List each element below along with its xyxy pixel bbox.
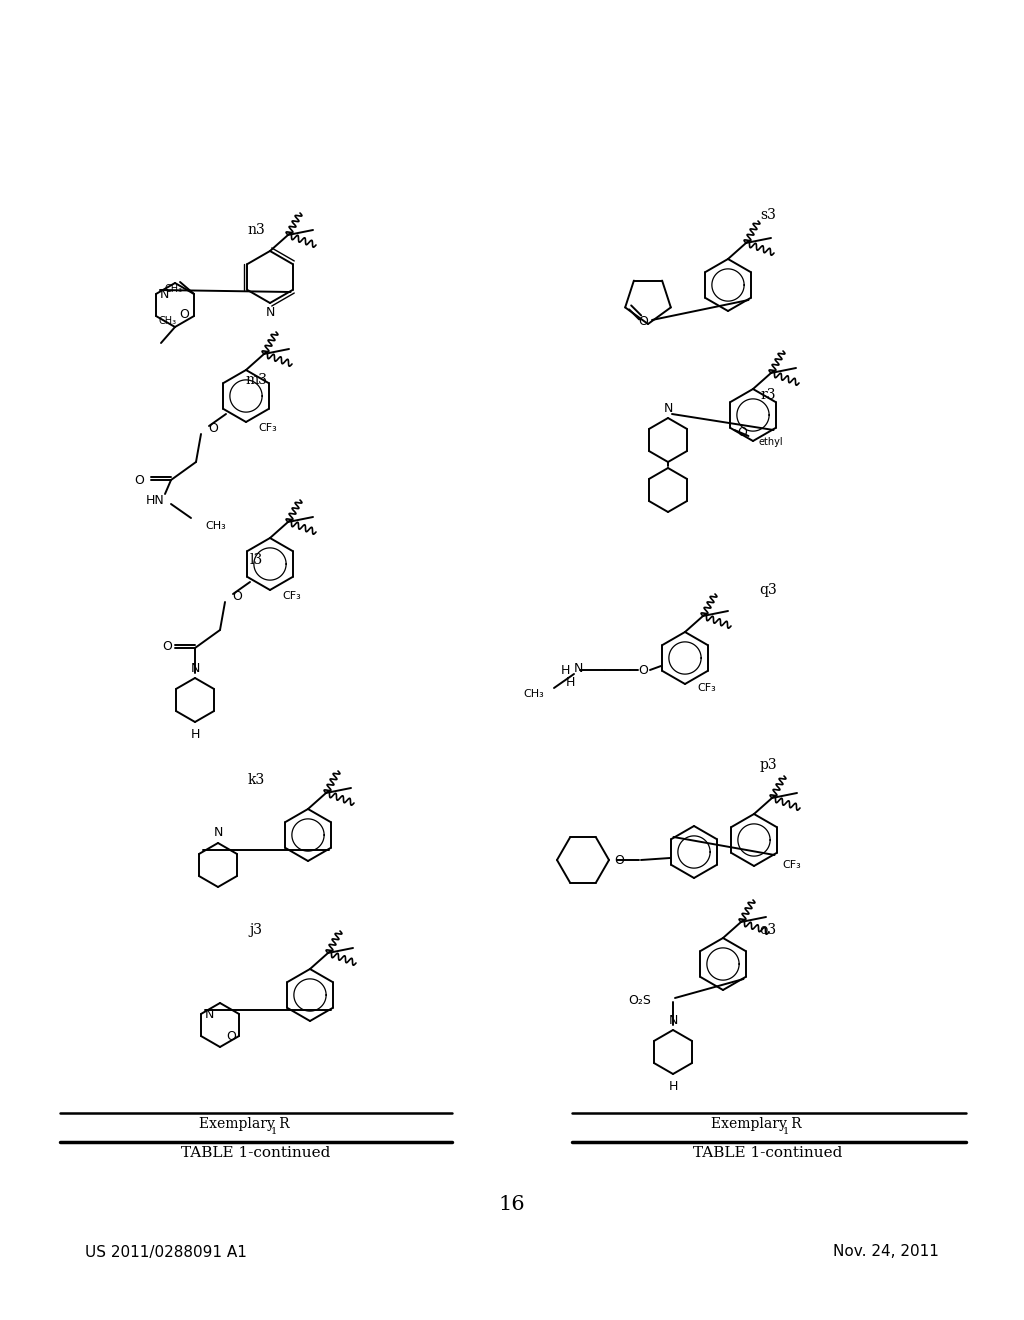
Text: TABLE 1-continued: TABLE 1-continued: [181, 1146, 331, 1160]
Text: O: O: [638, 315, 648, 327]
Text: CF₃: CF₃: [259, 422, 278, 433]
Text: N: N: [664, 401, 673, 414]
Text: HN: HN: [145, 494, 165, 507]
Text: p3: p3: [759, 758, 777, 772]
Text: N: N: [190, 661, 200, 675]
Text: ethyl: ethyl: [758, 437, 782, 447]
Text: CF₃: CF₃: [283, 591, 301, 601]
Text: H: H: [669, 1081, 678, 1093]
Text: N: N: [204, 1007, 214, 1020]
Text: r3: r3: [760, 388, 776, 403]
Text: CF₃: CF₃: [782, 861, 801, 870]
Text: CH₃: CH₃: [205, 521, 225, 531]
Text: 1: 1: [783, 1127, 790, 1137]
Text: o3: o3: [760, 923, 776, 937]
Text: O: O: [208, 422, 218, 436]
Text: O: O: [232, 590, 242, 603]
Text: O: O: [162, 640, 172, 653]
Text: N: N: [573, 661, 583, 675]
Text: Exemplary R: Exemplary R: [711, 1117, 802, 1131]
Text: l3: l3: [250, 553, 262, 568]
Text: O: O: [614, 854, 624, 866]
Text: US 2011/0288091 A1: US 2011/0288091 A1: [85, 1245, 247, 1259]
Text: N: N: [265, 306, 274, 319]
Text: N: N: [213, 826, 222, 840]
Text: k3: k3: [248, 774, 264, 787]
Text: O: O: [737, 426, 748, 440]
Text: 1: 1: [271, 1127, 278, 1137]
Text: CH₃: CH₃: [159, 315, 177, 326]
Text: O₂S: O₂S: [628, 994, 651, 1006]
Text: s3: s3: [760, 209, 776, 222]
Text: N: N: [669, 1014, 678, 1027]
Text: N: N: [160, 288, 169, 301]
Text: O: O: [179, 308, 189, 321]
Text: O: O: [638, 664, 648, 676]
Text: CH₃: CH₃: [523, 689, 544, 700]
Text: Nov. 24, 2011: Nov. 24, 2011: [834, 1245, 939, 1259]
Text: q3: q3: [759, 583, 777, 597]
Text: H: H: [190, 729, 200, 742]
Text: j3: j3: [250, 923, 262, 937]
Text: m3: m3: [245, 374, 267, 387]
Text: 16: 16: [499, 1196, 525, 1214]
Text: CH₃: CH₃: [165, 284, 183, 294]
Text: Exemplary R: Exemplary R: [199, 1117, 290, 1131]
Text: H: H: [565, 676, 574, 689]
Text: O: O: [134, 474, 144, 487]
Text: CF₃: CF₃: [697, 682, 717, 693]
Text: O: O: [226, 1030, 236, 1043]
Text: TABLE 1-continued: TABLE 1-continued: [693, 1146, 843, 1160]
Text: n3: n3: [247, 223, 265, 238]
Text: H: H: [560, 664, 570, 676]
